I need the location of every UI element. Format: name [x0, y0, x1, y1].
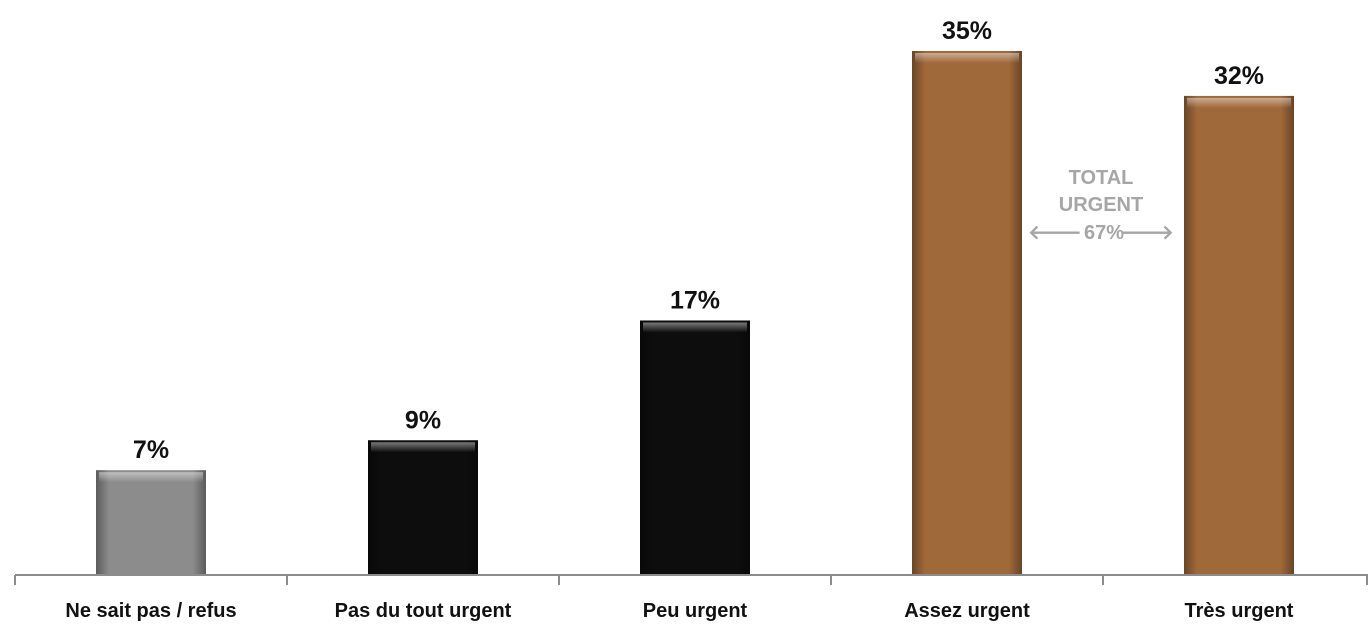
annotation-line-total: TOTAL: [1069, 167, 1134, 189]
bar-side-shade: [96, 470, 206, 575]
value-label: 17%: [670, 286, 720, 314]
value-labels-group: 7% 9% 17% 35% 32%: [133, 17, 1264, 464]
category-labels-group: Ne sait pas / refus Pas du tout urgent Peu…: [65, 600, 1293, 622]
category-label: Peu urgent: [643, 600, 748, 622]
bar-side-shade: [912, 51, 1022, 575]
bar: [96, 470, 206, 575]
category-label: Très urgent: [1185, 600, 1294, 622]
x-axis-ticks: [14, 575, 1368, 585]
bar-side-shade: [368, 440, 478, 575]
bar: [368, 440, 478, 575]
annotation-value: 67%: [1084, 222, 1124, 244]
bar-top-bevel: [915, 53, 1019, 63]
bar-top-bevel: [643, 322, 747, 333]
right-arrow-icon: 🡒: [1120, 222, 1174, 244]
bar-top-bevel: [1187, 97, 1291, 108]
bar: [912, 51, 1022, 575]
value-label: 9%: [405, 406, 441, 434]
total-urgent-annotation: TOTAL URGENT 🡐 67% 🡒: [1028, 167, 1174, 244]
bar-side-shade: [1184, 95, 1294, 576]
left-arrow-icon: 🡐: [1028, 222, 1082, 244]
bar-top-bevel: [371, 442, 475, 453]
category-label: Ne sait pas / refus: [65, 600, 236, 622]
category-label: Assez urgent: [904, 600, 1030, 622]
value-label: 35%: [942, 17, 992, 45]
value-label: 32%: [1214, 62, 1264, 90]
bar-side-shade: [640, 320, 750, 575]
category-label: Pas du tout urgent: [335, 600, 512, 622]
value-label: 7%: [133, 436, 169, 464]
annotation-line-urgent: URGENT: [1059, 194, 1143, 216]
bars-group: [96, 51, 1294, 576]
bar: [1184, 95, 1294, 576]
bar-top-bevel: [99, 472, 203, 483]
bar: [640, 320, 750, 575]
